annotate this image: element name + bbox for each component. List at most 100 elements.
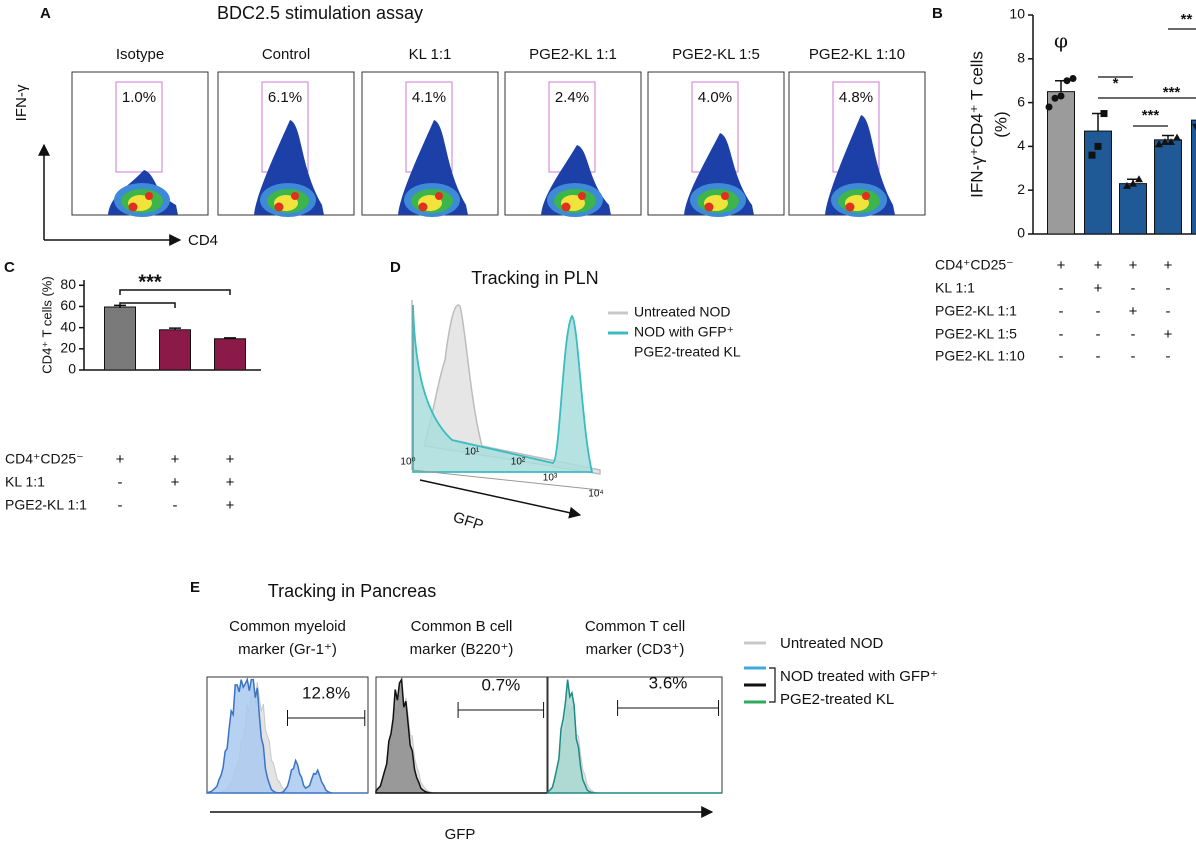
panel-letter: A bbox=[40, 5, 51, 22]
condition-mark: - bbox=[1096, 303, 1101, 320]
x-label: GFP bbox=[445, 826, 476, 843]
density-max bbox=[419, 203, 428, 212]
condition-label: PGE2-KL 1:10 bbox=[935, 348, 1025, 364]
condition-mark: + bbox=[171, 474, 180, 491]
condition-mark: + bbox=[226, 474, 235, 491]
gate-label: 4.1% bbox=[412, 89, 446, 106]
condition-label: CD4⁺CD25⁻ bbox=[5, 451, 84, 467]
gate-label: 4.8% bbox=[839, 89, 873, 106]
plot-title: marker (CD3⁺) bbox=[586, 641, 685, 658]
y-label: IFN-γ⁺CD4⁺ T cells bbox=[967, 51, 986, 198]
bar bbox=[1155, 140, 1182, 234]
gate-label: 1.0% bbox=[122, 89, 156, 106]
panel-letter: E bbox=[190, 579, 200, 596]
gate-label: 3.6% bbox=[649, 673, 688, 692]
sig-label: ** bbox=[1181, 11, 1193, 28]
gate-label: 0.7% bbox=[481, 675, 520, 694]
y-tick-label: 10 bbox=[1009, 6, 1025, 22]
point bbox=[1070, 75, 1077, 82]
condition-mark: + bbox=[1094, 257, 1103, 274]
y-tick-label: 60 bbox=[60, 297, 76, 313]
plot-title: PGE2-KL 1:5 bbox=[672, 46, 760, 63]
point bbox=[1173, 134, 1181, 141]
condition-mark: + bbox=[1094, 280, 1103, 297]
condition-mark: - bbox=[118, 474, 123, 491]
condition-label: KL 1:1 bbox=[5, 474, 45, 490]
x-tick-label: 10² bbox=[511, 457, 526, 468]
plot-title: Common myeloid bbox=[229, 618, 346, 635]
plot-title: Common B cell bbox=[411, 618, 513, 635]
condition-mark: - bbox=[1059, 326, 1064, 343]
gate-label: 4.0% bbox=[698, 89, 732, 106]
condition-label: KL 1:1 bbox=[935, 280, 975, 296]
y-label: (%) bbox=[991, 111, 1010, 137]
histogram-d bbox=[412, 300, 600, 515]
x-tick-label: 10¹ bbox=[465, 447, 480, 458]
panel-title: Tracking in PLN bbox=[471, 268, 598, 288]
y-label: CD4⁺ T cells (%) bbox=[39, 276, 54, 373]
condition-mark: - bbox=[1131, 326, 1136, 343]
y-label: IFN-γ bbox=[13, 84, 30, 121]
point bbox=[1095, 143, 1102, 150]
point bbox=[1046, 103, 1053, 110]
condition-mark: + bbox=[1057, 257, 1066, 274]
plot-title: marker (Gr-1⁺) bbox=[238, 641, 337, 658]
condition-mark: + bbox=[226, 497, 235, 514]
condition-mark: - bbox=[1059, 303, 1064, 320]
sig-bracket bbox=[120, 290, 230, 308]
condition-mark: + bbox=[171, 451, 180, 468]
legend-label: NOD with GFP⁺ bbox=[634, 324, 734, 340]
error-bar bbox=[1162, 135, 1174, 139]
plot-title: KL 1:1 bbox=[409, 46, 452, 63]
density-max bbox=[721, 192, 729, 200]
condition-mark: - bbox=[1059, 348, 1064, 365]
x-label: GFP bbox=[451, 509, 486, 535]
density-max bbox=[846, 203, 855, 212]
sig-label: * bbox=[1113, 75, 1119, 92]
condition-mark: - bbox=[1166, 303, 1171, 320]
legend-label: Untreated NOD bbox=[634, 304, 730, 320]
density-max bbox=[435, 192, 443, 200]
condition-mark: + bbox=[1164, 326, 1173, 343]
panel-letter: D bbox=[390, 259, 401, 276]
y-tick-label: 2 bbox=[1017, 181, 1025, 197]
point bbox=[1089, 152, 1096, 159]
y-tick-label: 8 bbox=[1017, 50, 1025, 66]
y-tick-label: 6 bbox=[1017, 93, 1025, 109]
panel-title: BDC2.5 stimulation assay bbox=[217, 3, 423, 23]
legend-bracket bbox=[769, 668, 775, 702]
point bbox=[1052, 95, 1059, 102]
condition-mark: + bbox=[1164, 257, 1173, 274]
x-tick-label: 10³ bbox=[543, 473, 558, 484]
condition-mark: + bbox=[1129, 257, 1138, 274]
y-tick-label: 4 bbox=[1017, 137, 1025, 153]
condition-mark: - bbox=[1059, 280, 1064, 297]
sig-label: *** bbox=[1142, 107, 1160, 124]
y-tick-label: 0 bbox=[1017, 225, 1025, 241]
condition-mark: - bbox=[1166, 280, 1171, 297]
bar bbox=[215, 339, 246, 370]
density-max bbox=[578, 192, 586, 200]
density-max bbox=[862, 192, 870, 200]
plot-title: Isotype bbox=[116, 46, 164, 63]
panel-title: Tracking in Pancreas bbox=[268, 581, 436, 601]
annotation: φ bbox=[1054, 29, 1068, 53]
condition-label: PGE2-KL 1:5 bbox=[935, 326, 1017, 342]
condition-label: PGE2-KL 1:1 bbox=[935, 303, 1017, 319]
point bbox=[1064, 77, 1071, 84]
legend-label: Untreated NOD bbox=[780, 635, 884, 652]
bar bbox=[1120, 184, 1147, 234]
condition-mark: + bbox=[226, 451, 235, 468]
legend-label: PGE2-treated KL bbox=[780, 691, 894, 708]
density-max bbox=[145, 192, 153, 200]
bar bbox=[160, 330, 191, 370]
gate-label: 2.4% bbox=[555, 89, 589, 106]
point bbox=[1101, 110, 1108, 117]
condition-label: PGE2-KL 1:1 bbox=[5, 497, 87, 513]
condition-mark: - bbox=[1166, 348, 1171, 365]
x-tick-label: 10⁴ bbox=[588, 489, 603, 500]
gate-label: 6.1% bbox=[268, 89, 302, 106]
bar bbox=[105, 307, 136, 370]
plot-title: Control bbox=[262, 46, 310, 63]
